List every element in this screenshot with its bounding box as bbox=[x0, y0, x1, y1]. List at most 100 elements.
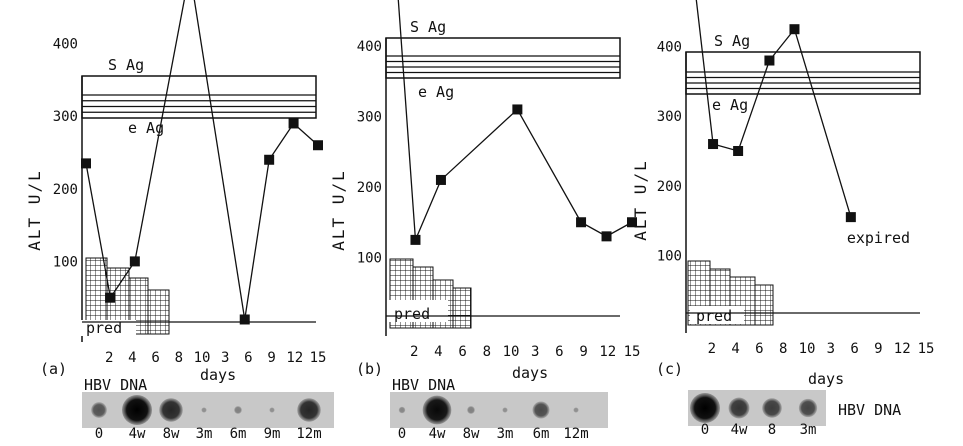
e-ag-label: e Ag bbox=[712, 96, 748, 114]
x-tick-label: 12 bbox=[286, 350, 303, 366]
x-tick-label: 10 bbox=[799, 341, 816, 357]
pred-label-bg bbox=[690, 306, 744, 324]
x-tick-label: 15 bbox=[918, 341, 935, 357]
x-tick-label: 3 bbox=[531, 344, 539, 360]
pred-dose-block bbox=[147, 289, 170, 335]
alt-series-line bbox=[695, 0, 852, 218]
hbv-dna-dot bbox=[798, 398, 818, 418]
x-tick-label: 6 bbox=[244, 350, 252, 366]
alt-data-point bbox=[601, 231, 612, 242]
alt-data-point bbox=[81, 158, 91, 169]
panel-label: (b) bbox=[356, 360, 383, 378]
hbv-dna-dot bbox=[573, 407, 579, 413]
y-tick-label: 400 bbox=[657, 40, 682, 56]
blot-lane-label: 0 bbox=[701, 422, 709, 438]
blot-lane-label: 4w bbox=[129, 426, 146, 442]
x-tick-label: 4 bbox=[128, 350, 136, 366]
hbv-dna-dot bbox=[91, 402, 107, 418]
x-tick-label: 4 bbox=[731, 341, 739, 357]
y-tick-label: 100 bbox=[357, 251, 382, 267]
s-ag-label: S Ag bbox=[410, 18, 446, 36]
chart-panel-c: S Age Ag100200300400500600ALT U/Lpred246… bbox=[631, 0, 934, 438]
y-axis-label: ALT U/L bbox=[631, 159, 650, 240]
alt-data-point bbox=[313, 140, 323, 151]
x-axis-label: days bbox=[512, 364, 548, 382]
blot-lane-label: 6m bbox=[533, 426, 550, 442]
alt-data-point bbox=[576, 217, 587, 228]
hbv-dna-dot bbox=[532, 401, 550, 419]
alt-data-point bbox=[264, 154, 275, 165]
expired-annotation: expired bbox=[847, 229, 910, 247]
x-tick-label: 6 bbox=[151, 350, 159, 366]
alt-data-point bbox=[708, 139, 719, 150]
x-tick-label: 3 bbox=[221, 350, 229, 366]
blot-lane-label: 12m bbox=[296, 426, 321, 442]
hbv-dna-dot bbox=[762, 398, 782, 418]
blot-lane-label: 0 bbox=[398, 426, 406, 442]
blot-lane-label: 3m bbox=[497, 426, 514, 442]
hbv-dna-dot bbox=[297, 398, 321, 422]
hbv-dna-dot bbox=[159, 398, 183, 422]
y-tick-label: 200 bbox=[657, 179, 682, 195]
s-ag-band bbox=[385, 37, 621, 79]
x-tick-label: 10 bbox=[503, 344, 520, 360]
x-tick-label: 6 bbox=[850, 341, 858, 357]
alt-data-point bbox=[789, 24, 800, 35]
blot-lane-label: 3m bbox=[800, 422, 817, 438]
hbv-dna-dot bbox=[502, 407, 508, 413]
e-ag-label: e Ag bbox=[418, 83, 454, 101]
y-axis-label: ALT U/L bbox=[25, 169, 44, 250]
x-tick-label: 9 bbox=[267, 350, 275, 366]
blot-lane-label: 6m bbox=[230, 426, 247, 442]
alt-series-line bbox=[85, 0, 319, 320]
hbv-dna-dot bbox=[690, 393, 720, 423]
hbv-dna-dot bbox=[269, 407, 275, 413]
x-tick-label: 12 bbox=[599, 344, 616, 360]
y-tick-label: 300 bbox=[657, 109, 682, 125]
s-ag-label: S Ag bbox=[108, 56, 144, 74]
panel-label: (a) bbox=[40, 360, 67, 378]
pred-dose-block bbox=[754, 284, 774, 326]
alt-data-point bbox=[129, 256, 140, 267]
x-tick-label: 4 bbox=[434, 344, 442, 360]
x-tick-label: 9 bbox=[579, 344, 587, 360]
y-tick-label: 400 bbox=[53, 37, 78, 53]
pred-label-bg bbox=[80, 320, 136, 336]
alt-data-point bbox=[733, 146, 744, 156]
x-axis-label: days bbox=[200, 366, 236, 384]
x-tick-label: 10 bbox=[194, 350, 211, 366]
alt-data-point bbox=[410, 234, 421, 245]
e-ag-label: e Ag bbox=[128, 119, 164, 137]
hbv-dna-dot bbox=[728, 397, 750, 419]
s-ag-band bbox=[81, 75, 317, 119]
blot-lane-label: 3m bbox=[196, 426, 213, 442]
pred-dose-block bbox=[452, 287, 472, 329]
x-tick-label: 2 bbox=[410, 344, 418, 360]
x-tick-label: 8 bbox=[779, 341, 787, 357]
y-tick-label: 100 bbox=[53, 254, 78, 270]
alt-data-point bbox=[105, 292, 116, 303]
hbv-dna-dot bbox=[467, 406, 475, 414]
chart-panel-a: S Age Ag100200300400500ALT U/Lpred246810… bbox=[25, 0, 334, 442]
hbv-dna-dot bbox=[422, 395, 452, 425]
hbv-dna-dot bbox=[122, 395, 152, 425]
x-tick-label: 8 bbox=[175, 350, 183, 366]
x-tick-label: 6 bbox=[555, 344, 563, 360]
hbv-dna-title: HBV DNA bbox=[392, 376, 455, 394]
alt-data-point bbox=[764, 55, 775, 66]
alt-data-point bbox=[239, 314, 250, 325]
panel-label: (c) bbox=[656, 360, 683, 378]
alt-data-point bbox=[845, 212, 856, 223]
alt-data-point bbox=[435, 174, 446, 185]
blot-lane-label: 4w bbox=[429, 426, 446, 442]
hbv-dna-title: HBV DNA bbox=[84, 376, 147, 394]
blot-lane-label: 0 bbox=[95, 426, 103, 442]
pred-label: pred bbox=[394, 305, 430, 323]
x-tick-label: 8 bbox=[483, 344, 491, 360]
x-tick-label: 2 bbox=[708, 341, 716, 357]
x-tick-label: 15 bbox=[310, 350, 327, 366]
hbv-dna-dot bbox=[398, 406, 406, 414]
y-tick-label: 200 bbox=[357, 180, 382, 196]
pred-label: pred bbox=[696, 307, 732, 325]
